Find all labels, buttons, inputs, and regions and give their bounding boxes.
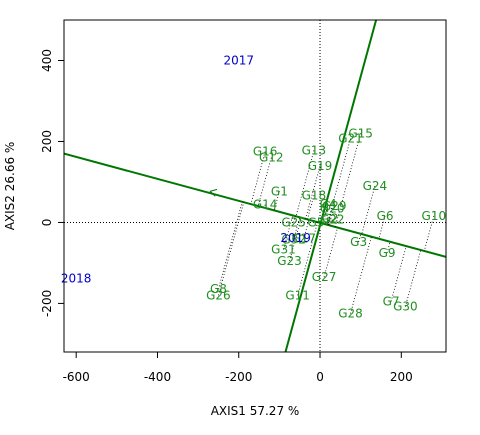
genotype-label-g28: G28 bbox=[338, 307, 363, 321]
ate-arrow-head bbox=[209, 188, 218, 197]
y-tick-label: 200 bbox=[40, 130, 54, 153]
plot-lines-layer bbox=[64, 20, 446, 352]
projection-line-g17 bbox=[303, 219, 310, 239]
projection-line-g3 bbox=[358, 233, 362, 242]
x-tick-label: -200 bbox=[225, 370, 252, 384]
projection-line-g22 bbox=[330, 219, 333, 226]
projection-line-g24 bbox=[361, 185, 376, 235]
projection-line-g6 bbox=[378, 215, 386, 239]
genotype-label-g16: G16 bbox=[253, 145, 278, 159]
genotype-label-g32: G32 bbox=[281, 232, 306, 246]
x-axis-title: AXIS1 57.27 % bbox=[211, 404, 300, 418]
genotype-label-g30: G30 bbox=[393, 300, 418, 314]
genotype-label-g22: G22 bbox=[320, 213, 345, 227]
projection-line-g15 bbox=[334, 133, 362, 228]
genotype-label-g17: G17 bbox=[291, 232, 316, 246]
x-tick-label: 200 bbox=[390, 370, 413, 384]
projection-line-g19 bbox=[305, 165, 321, 219]
genotype-label-g18: G18 bbox=[302, 188, 327, 202]
genotype-label-g13: G13 bbox=[302, 143, 327, 157]
genotype-label-g15: G15 bbox=[348, 126, 373, 140]
projection-line-g1 bbox=[273, 191, 280, 211]
x-tick-label: -400 bbox=[144, 370, 171, 384]
genotype-label-g20: G20 bbox=[320, 201, 345, 215]
y-tick-label: 400 bbox=[40, 49, 54, 72]
genotype-label-g26: G26 bbox=[206, 288, 231, 302]
genotype-label-g8: G8 bbox=[210, 282, 227, 296]
genotype-label-g31: G31 bbox=[271, 243, 296, 257]
genotype-label-g14: G14 bbox=[253, 198, 278, 212]
genotype-label-g1: G1 bbox=[271, 184, 288, 198]
projection-line-g10 bbox=[423, 215, 435, 252]
projection-line-g14 bbox=[263, 204, 266, 208]
projection-line-g30 bbox=[404, 249, 422, 307]
genotype-label-g27: G27 bbox=[312, 270, 337, 284]
genotype-label-g4: G4 bbox=[320, 197, 337, 211]
genotype-label-g3: G3 bbox=[350, 235, 367, 249]
genotype-label-g7: G7 bbox=[383, 294, 400, 308]
projection-line-g2 bbox=[327, 218, 331, 226]
projection-line-g27 bbox=[323, 227, 338, 278]
axes-layer: -600 -400 -200 0 200 -200 0 200 400 bbox=[40, 49, 413, 384]
ate-line-2 bbox=[284, 20, 378, 352]
environment-label-2018: 2018 bbox=[61, 271, 92, 285]
x-tick-label: 0 bbox=[316, 370, 324, 384]
y-tick-label: 0 bbox=[40, 219, 54, 227]
genotype-label-g21: G21 bbox=[338, 132, 363, 146]
projection-line-g18 bbox=[306, 195, 315, 220]
projection-line-g28 bbox=[350, 236, 372, 314]
genotype-label-g25: G25 bbox=[281, 215, 306, 229]
genotype-label-g29: G29 bbox=[322, 199, 347, 213]
environment-label-2017: 2017 bbox=[223, 53, 254, 67]
projection-line-g8 bbox=[218, 201, 243, 290]
projection-line-g29 bbox=[328, 206, 335, 226]
genotype-label-g9: G9 bbox=[379, 246, 396, 260]
projection-line-g7 bbox=[390, 245, 407, 302]
projection-line-g9 bbox=[386, 241, 391, 253]
genotype-label-g10: G10 bbox=[422, 209, 447, 223]
genotype-label-g2: G2 bbox=[322, 211, 339, 225]
genotype-label-g6: G6 bbox=[377, 209, 394, 223]
y-tick-label: -200 bbox=[40, 290, 54, 317]
genotype-label-g23: G23 bbox=[277, 254, 302, 268]
environment-label-2019: 2019 bbox=[280, 231, 311, 245]
projection-line-g26 bbox=[218, 202, 245, 296]
genotype-label-g19: G19 bbox=[308, 159, 333, 173]
projection-line-g4 bbox=[322, 204, 329, 224]
genotype-label-g11: G11 bbox=[285, 288, 310, 302]
plot-frame bbox=[63, 19, 447, 353]
projection-line-g25 bbox=[293, 216, 296, 223]
projection-line-g16 bbox=[250, 151, 266, 205]
projection-line-g11 bbox=[297, 222, 318, 296]
projection-line-g32 bbox=[293, 217, 301, 240]
ate-line-1 bbox=[64, 152, 446, 258]
genotype-label-g12: G12 bbox=[259, 151, 284, 165]
genotype-label-g5: G5 bbox=[307, 215, 324, 229]
plot-marks-layer: G1 G2 G3 G4 G5 G6 G7 G8 G9 G10 G11 G12 G13 G14 G15 G16 G… bbox=[61, 53, 446, 320]
genotype-label-g24: G24 bbox=[363, 179, 388, 193]
y-axis-title: AXIS2 26.66 % bbox=[3, 142, 17, 231]
x-tick-label: -600 bbox=[63, 370, 90, 384]
